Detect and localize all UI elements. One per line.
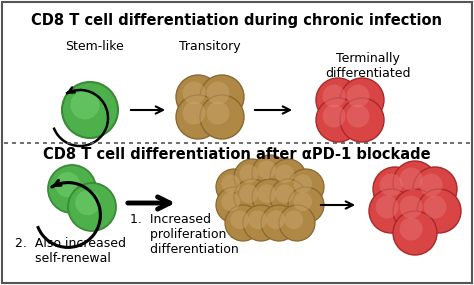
Text: Terminally
differentiated: Terminally differentiated (325, 52, 411, 80)
Circle shape (200, 75, 244, 119)
Circle shape (323, 85, 346, 107)
Circle shape (400, 196, 422, 219)
Circle shape (239, 164, 258, 183)
Circle shape (316, 98, 360, 142)
Circle shape (346, 105, 369, 127)
Circle shape (207, 82, 229, 105)
Circle shape (340, 78, 384, 122)
Circle shape (284, 210, 303, 229)
Circle shape (293, 174, 312, 193)
Circle shape (234, 159, 270, 195)
Circle shape (419, 174, 443, 196)
Circle shape (252, 155, 288, 191)
Text: CD8 T cell differentiation during chronic infection: CD8 T cell differentiation during chroni… (31, 13, 443, 28)
Text: 1.  Increased
     proliferation and
     differentiation: 1. Increased proliferation and different… (130, 213, 254, 256)
Circle shape (221, 174, 240, 193)
Circle shape (288, 169, 324, 205)
Circle shape (393, 161, 437, 205)
Circle shape (400, 168, 422, 190)
Circle shape (176, 75, 220, 119)
Circle shape (288, 187, 324, 223)
Circle shape (257, 160, 276, 179)
Circle shape (257, 184, 276, 203)
Text: Transitory: Transitory (179, 40, 241, 53)
Circle shape (393, 211, 437, 255)
Circle shape (176, 95, 220, 139)
Circle shape (182, 101, 206, 125)
Circle shape (346, 85, 369, 107)
Circle shape (243, 205, 279, 241)
Circle shape (413, 167, 457, 211)
Circle shape (221, 192, 240, 211)
Circle shape (68, 183, 116, 231)
Circle shape (216, 169, 252, 205)
Circle shape (380, 174, 402, 196)
Circle shape (266, 210, 285, 229)
Circle shape (369, 189, 413, 233)
Text: CD8 T cell differentiation after αPD-1 blockade: CD8 T cell differentiation after αPD-1 b… (43, 147, 431, 162)
Circle shape (62, 82, 118, 138)
Circle shape (225, 205, 261, 241)
Text: 2.  Also increased
     self-renewal: 2. Also increased self-renewal (15, 237, 126, 265)
Circle shape (400, 218, 422, 241)
Circle shape (252, 179, 288, 215)
Circle shape (182, 82, 206, 105)
Circle shape (393, 189, 437, 233)
Circle shape (200, 95, 244, 139)
Circle shape (417, 189, 461, 233)
Circle shape (275, 164, 294, 183)
Circle shape (375, 196, 399, 219)
Circle shape (270, 159, 306, 195)
Circle shape (75, 190, 100, 215)
Circle shape (340, 98, 384, 142)
Circle shape (71, 90, 100, 119)
Circle shape (373, 167, 417, 211)
Circle shape (230, 210, 249, 229)
Circle shape (279, 205, 315, 241)
Circle shape (293, 192, 312, 211)
Circle shape (248, 210, 267, 229)
Circle shape (270, 179, 306, 215)
Text: Stem-like: Stem-like (65, 40, 124, 53)
Circle shape (323, 105, 346, 127)
Circle shape (234, 179, 270, 215)
Circle shape (275, 184, 294, 203)
Circle shape (239, 184, 258, 203)
Circle shape (48, 165, 96, 213)
Circle shape (207, 101, 229, 125)
Circle shape (316, 78, 360, 122)
Circle shape (424, 196, 447, 219)
Circle shape (55, 172, 80, 197)
Circle shape (261, 205, 297, 241)
Circle shape (216, 187, 252, 223)
